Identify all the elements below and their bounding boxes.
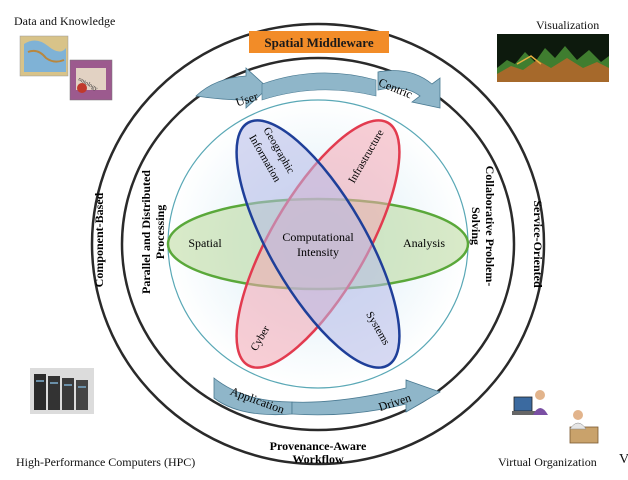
component-based-label: Component-Based — [92, 192, 106, 287]
service-oriented-label: Service-Oriented — [531, 200, 545, 288]
user-arrow-label: User — [234, 89, 260, 109]
parallel-distributed-label-2: Processing — [153, 205, 167, 259]
label-data-and-knowledge: Data and Knowledge — [14, 14, 116, 28]
hpc-server-image — [30, 368, 94, 414]
edge-fragment-text: V — [619, 452, 628, 467]
visualization-image — [497, 34, 609, 82]
provenance-label-2: Workflow — [292, 452, 344, 466]
intensity-label: Intensity — [297, 245, 339, 259]
virtual-organization-image — [512, 390, 599, 444]
analysis-label: Analysis — [403, 236, 445, 250]
label-hpc: High-Performance Computers (HPC) — [16, 455, 196, 469]
parallel-distributed-label-1: Parallel and Distributed — [139, 170, 153, 294]
label-visualization: Visualization — [536, 18, 600, 32]
centric-arrow — [377, 70, 441, 109]
spatial-middleware-label: Spatial Middleware — [264, 35, 373, 50]
label-virtual-organization: Virtual Organization — [498, 455, 597, 469]
gis-ellipse — [235, 119, 401, 369]
provenance-label-1: Provenance-Aware — [270, 439, 367, 453]
driven-arrow — [291, 379, 441, 416]
collaborative-label-2: Solving — [469, 207, 483, 245]
spatial-label: Spatial — [188, 236, 222, 250]
collaborative-label-1: Collaborative Problem- — [483, 166, 497, 287]
spatial-middleware-box — [249, 31, 389, 53]
data-knowledge-image: ontology — [19, 35, 113, 101]
computational-label: Computational — [282, 230, 354, 244]
